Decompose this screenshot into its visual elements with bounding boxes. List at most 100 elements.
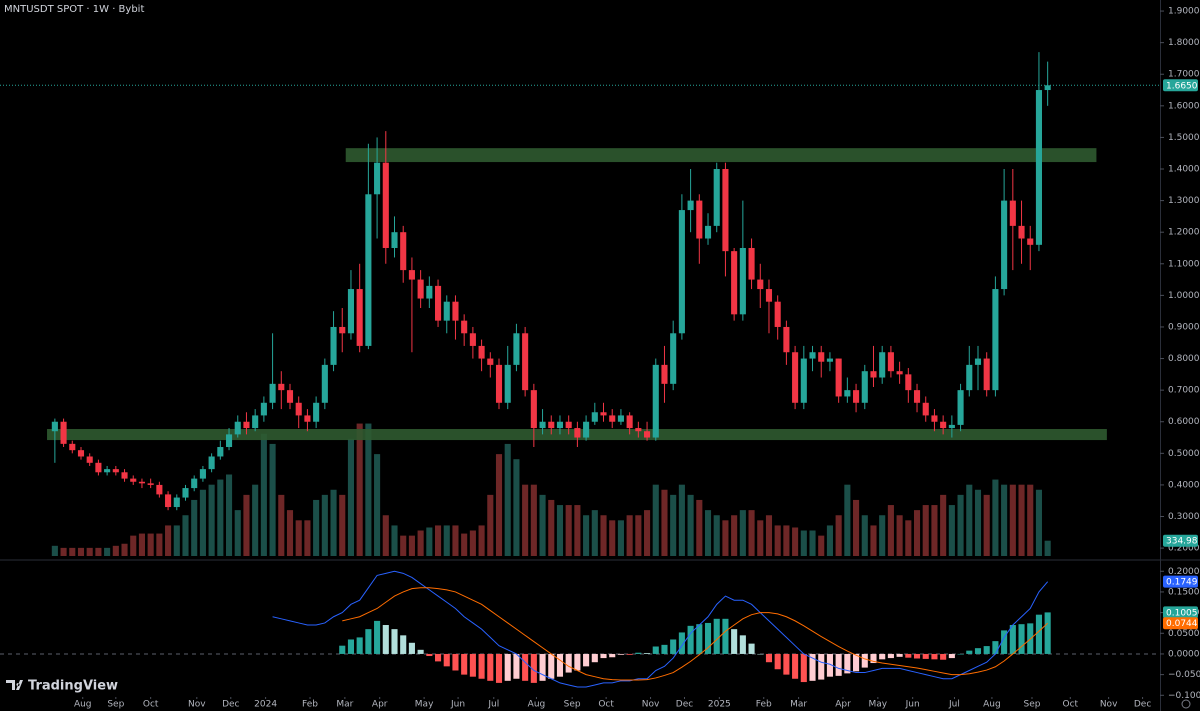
price-tag-label: 0.1005: [1166, 608, 1198, 618]
candle-body: [739, 247, 746, 315]
candle-body: [600, 412, 607, 416]
candle-body: [722, 169, 729, 252]
settings-icon[interactable]: [1181, 699, 1191, 709]
volume-bar: [696, 499, 703, 556]
histogram-bar: [548, 653, 555, 679]
volume-bar: [704, 510, 712, 556]
volume-bar: [51, 545, 58, 556]
volume-bar: [173, 525, 180, 556]
candle-body: [182, 488, 189, 498]
volume-bar: [182, 515, 189, 556]
volume-bar: [731, 515, 738, 556]
candle-body: [217, 447, 224, 457]
volume-bar: [487, 494, 494, 556]
candle-body: [870, 371, 877, 378]
macd-layer: [0, 570, 1160, 688]
volume-bar: [347, 438, 355, 556]
volume-bar: [548, 499, 555, 556]
volume-bar: [913, 510, 921, 556]
histogram-bar: [617, 653, 624, 655]
histogram-bar: [704, 622, 712, 654]
macd-line: [272, 570, 1049, 688]
histogram-bar: [1001, 630, 1008, 654]
candle-body: [748, 247, 755, 280]
x-tick-label: Aug: [983, 700, 1001, 710]
histogram-bar: [1018, 624, 1025, 654]
volume-bar: [478, 525, 485, 556]
candle-body: [1001, 200, 1008, 290]
candle-body: [704, 225, 712, 239]
y-tick-label: 0.6000: [1168, 417, 1200, 427]
histogram-bar: [408, 642, 415, 654]
volume-bar: [408, 535, 415, 556]
histogram-bar: [574, 653, 581, 671]
volume-bar: [217, 479, 224, 556]
candle-body: [861, 371, 868, 403]
candle-body: [199, 469, 206, 479]
y-tick-label: 0.4000: [1168, 480, 1200, 490]
candle-body: [548, 421, 555, 429]
volume-bar: [574, 505, 581, 556]
y-tick-label: 0.8000: [1168, 354, 1200, 364]
candle-body: [879, 352, 886, 378]
macd-y-tick-label: 0.0000: [1168, 649, 1200, 659]
candle-body: [974, 358, 982, 365]
signal-line: [342, 587, 1048, 681]
candle-body: [644, 431, 651, 438]
histogram-bar: [696, 624, 703, 654]
x-tick-label: Dec: [1134, 700, 1151, 710]
volume-bar: [400, 535, 407, 556]
candle-body: [260, 402, 267, 416]
candle-body: [191, 478, 198, 489]
volume-bar: [234, 510, 241, 556]
candle-body: [940, 421, 947, 429]
histogram-bar: [765, 653, 773, 663]
histogram-bar: [583, 653, 590, 667]
histogram-bar: [495, 653, 503, 683]
histogram-bar: [600, 653, 607, 659]
x-tick-label: Feb: [756, 700, 772, 710]
volume-bar: [286, 510, 294, 556]
volume-bar: [974, 489, 982, 556]
volume-bar: [992, 479, 999, 556]
histogram-bar: [774, 653, 781, 670]
candle-body: [356, 289, 363, 346]
x-tick-label: Feb: [302, 700, 318, 710]
volume-bar: [617, 520, 624, 556]
volume-bar: [417, 530, 424, 556]
y-tick-label: 1.2000: [1168, 228, 1200, 238]
candle-body: [104, 469, 111, 473]
volume-layer: [51, 423, 1051, 556]
volume-bar: [365, 423, 372, 556]
histogram-bar: [678, 632, 685, 654]
candle-body: [983, 358, 990, 391]
histogram-bar: [487, 653, 494, 681]
candle-body: [225, 434, 233, 448]
candle-body: [513, 333, 520, 365]
x-tick-label: Aug: [528, 700, 546, 710]
candle-body: [556, 421, 564, 429]
volume-bar: [713, 515, 720, 556]
candle-body: [1035, 90, 1042, 245]
histogram-bar: [905, 653, 912, 658]
candle-body: [713, 169, 720, 226]
y-tick-label: 0.2000: [1168, 544, 1200, 554]
volume-bar: [940, 494, 947, 556]
x-tick-label: Oct: [1063, 700, 1079, 710]
volume-bar: [469, 530, 476, 556]
candle-body: [321, 364, 328, 403]
candle-body: [147, 483, 154, 485]
histogram-bar: [966, 650, 973, 654]
volume-bar: [661, 489, 668, 556]
histogram-bar: [426, 653, 433, 657]
volume-bar: [461, 533, 468, 556]
volume-bar: [809, 530, 816, 556]
volume-bar: [77, 547, 85, 556]
volume-bar: [853, 499, 860, 556]
candle-body: [609, 415, 616, 422]
histogram-bar: [443, 653, 450, 667]
volume-bar: [95, 547, 102, 556]
volume-bar: [304, 520, 311, 556]
